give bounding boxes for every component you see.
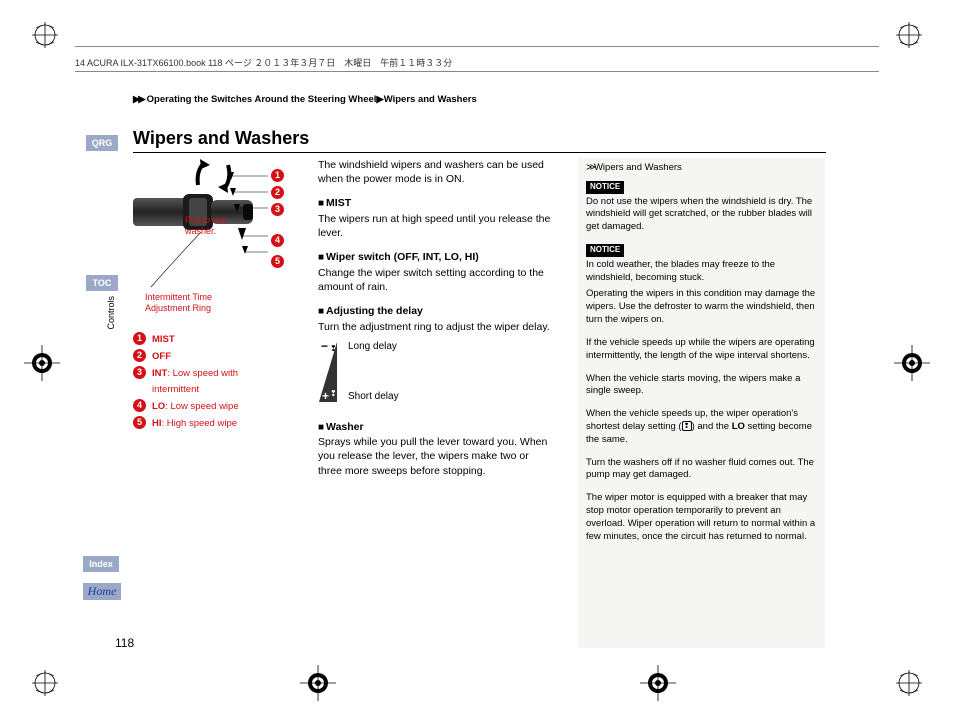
legend-5-rest: : High speed wipe	[162, 418, 238, 429]
nav-home-button[interactable]: Home	[83, 583, 121, 600]
legend-4-rest: : Low speed wipe	[165, 401, 238, 412]
crop-mark-tl	[30, 20, 60, 50]
bullet-2-icon: 2	[271, 186, 284, 199]
reg-mark-right	[894, 345, 930, 384]
notice-badge: NOTICE	[586, 244, 624, 257]
breadcrumb-sep-icon: ▶	[376, 94, 383, 105]
mist-heading: ■MIST	[318, 196, 555, 211]
washer-heading: ■Washer	[318, 420, 555, 435]
wiper-stalk-figure: 1 2 3 4 5 Pull to use washer. Intermitte…	[133, 160, 306, 290]
intro-text: The windshield wipers and washers can be…	[318, 158, 555, 186]
breadcrumb-arrows-icon: ▶▶	[133, 94, 144, 105]
info-p4: Turn the washers off if no washer fluid …	[586, 457, 817, 483]
bullet-4-icon: 4	[271, 234, 284, 247]
legend-row-1: 1 MIST	[133, 332, 272, 347]
bullet-5-icon: 5	[271, 255, 284, 268]
breadcrumb: ▶▶Operating the Switches Around the Stee…	[133, 94, 477, 105]
figure-ring-label: Intermittent Time Adjustment Ring	[145, 292, 255, 315]
legend-2-bold: OFF	[152, 351, 171, 362]
delay-labels: Long delay Short delay	[348, 340, 399, 404]
info-p3: When the vehicle speeds up, the wiper op…	[586, 408, 817, 446]
breadcrumb-seg1: Operating the Switches Around the Steeri…	[147, 94, 377, 105]
ring-leader-icon	[133, 232, 213, 292]
reg-mark-left	[24, 345, 60, 384]
delay-heading: ■Adjusting the delay	[318, 304, 555, 319]
long-delay-label: Long delay	[348, 340, 399, 354]
legend-bullet-2-icon: 2	[133, 349, 146, 362]
crop-mark-bl	[30, 668, 60, 698]
wiper-setting-icon: ❢	[682, 421, 692, 431]
info-p5: The wiper motor is equipped with a break…	[586, 492, 817, 543]
switch-heading: ■Wiper switch (OFF, INT, LO, HI)	[318, 250, 555, 265]
section-label-controls: Controls	[106, 296, 116, 330]
square-bullet-icon: ■	[318, 422, 324, 433]
plus-icon: +	[322, 388, 329, 404]
square-bullet-icon: ■	[318, 198, 324, 209]
legend-3-bold: INT	[152, 368, 167, 379]
nav-index-button[interactable]: Index	[83, 556, 119, 572]
mist-body: The wipers run at high speed until you r…	[318, 212, 555, 240]
notice-badge: NOTICE	[586, 181, 624, 194]
delay-gauge-icon: − ❢ + ❢	[318, 340, 338, 404]
crop-mark-tr	[894, 20, 924, 50]
legend-row-2: 2 OFF	[133, 349, 272, 364]
washer-body: Sprays while you pull the lever toward y…	[318, 435, 555, 478]
page-title: Wipers and Washers	[133, 128, 826, 153]
header-rule-top	[75, 46, 879, 47]
reg-mark-bottom-1	[300, 665, 336, 704]
page-header-meta: 14 ACURA ILX-31TX66100.book 118 ページ ２０１３…	[75, 56, 879, 72]
legend-row-3: 3 INT: Low speed with intermittent	[133, 366, 272, 396]
legend-row-4: 4 LO: Low speed wipe	[133, 399, 272, 414]
short-delay-label: Short delay	[348, 390, 399, 404]
legend-bullet-5-icon: 5	[133, 416, 146, 429]
legend-1-bold: MIST	[152, 334, 175, 345]
legend-4-bold: LO	[152, 401, 165, 412]
delay-body: Turn the adjustment ring to adjust the w…	[318, 320, 555, 334]
legend-row-5: 5 HI: High speed wipe	[133, 416, 272, 431]
figure-bullet-stack: 1 2 3 4 5	[271, 169, 284, 268]
square-bullet-icon: ■	[318, 252, 324, 263]
content-middle-column: The windshield wipers and washers can be…	[318, 158, 555, 488]
legend-5-bold: HI	[152, 418, 162, 429]
reg-mark-bottom-2	[640, 665, 676, 704]
flare-icon: ≫	[586, 162, 594, 173]
switch-body: Change the wiper switch setting accordin…	[318, 266, 555, 294]
bullet-3-icon: 3	[271, 203, 284, 216]
legend-bullet-4-icon: 4	[133, 399, 146, 412]
raindrop-icon: ❢	[330, 389, 337, 400]
figure-washer-label: Pull to use washer.	[185, 215, 235, 238]
crop-mark-br	[894, 668, 924, 698]
notice-2-body-b: Operating the wipers in this condition m…	[586, 288, 817, 326]
bullet-1-icon: 1	[271, 169, 284, 182]
side-section-title: ≫Wipers and Washers	[586, 162, 817, 175]
content-right-column: ≫Wipers and Washers NOTICE Do not use th…	[578, 158, 825, 648]
page-number: 118	[115, 636, 134, 650]
nav-toc-button[interactable]: TOC	[86, 275, 118, 291]
legend: 1 MIST 2 OFF 3 INT: Low speed with inter…	[133, 332, 272, 433]
info-p1: If the vehicle speeds up while the wiper…	[586, 337, 817, 363]
notice-2-body-a: In cold weather, the blades may freeze t…	[586, 259, 817, 285]
legend-bullet-1-icon: 1	[133, 332, 146, 345]
breadcrumb-seg2: Wipers and Washers	[384, 94, 477, 105]
notice-1-body: Do not use the wipers when the windshiel…	[586, 196, 817, 234]
info-p2: When the vehicle starts moving, the wipe…	[586, 373, 817, 399]
nav-qrg-button[interactable]: QRG	[86, 135, 118, 151]
square-bullet-icon: ■	[318, 306, 324, 317]
legend-bullet-3-icon: 3	[133, 366, 146, 379]
delay-diagram: − ❢ + ❢ Long delay Short delay	[318, 340, 555, 404]
